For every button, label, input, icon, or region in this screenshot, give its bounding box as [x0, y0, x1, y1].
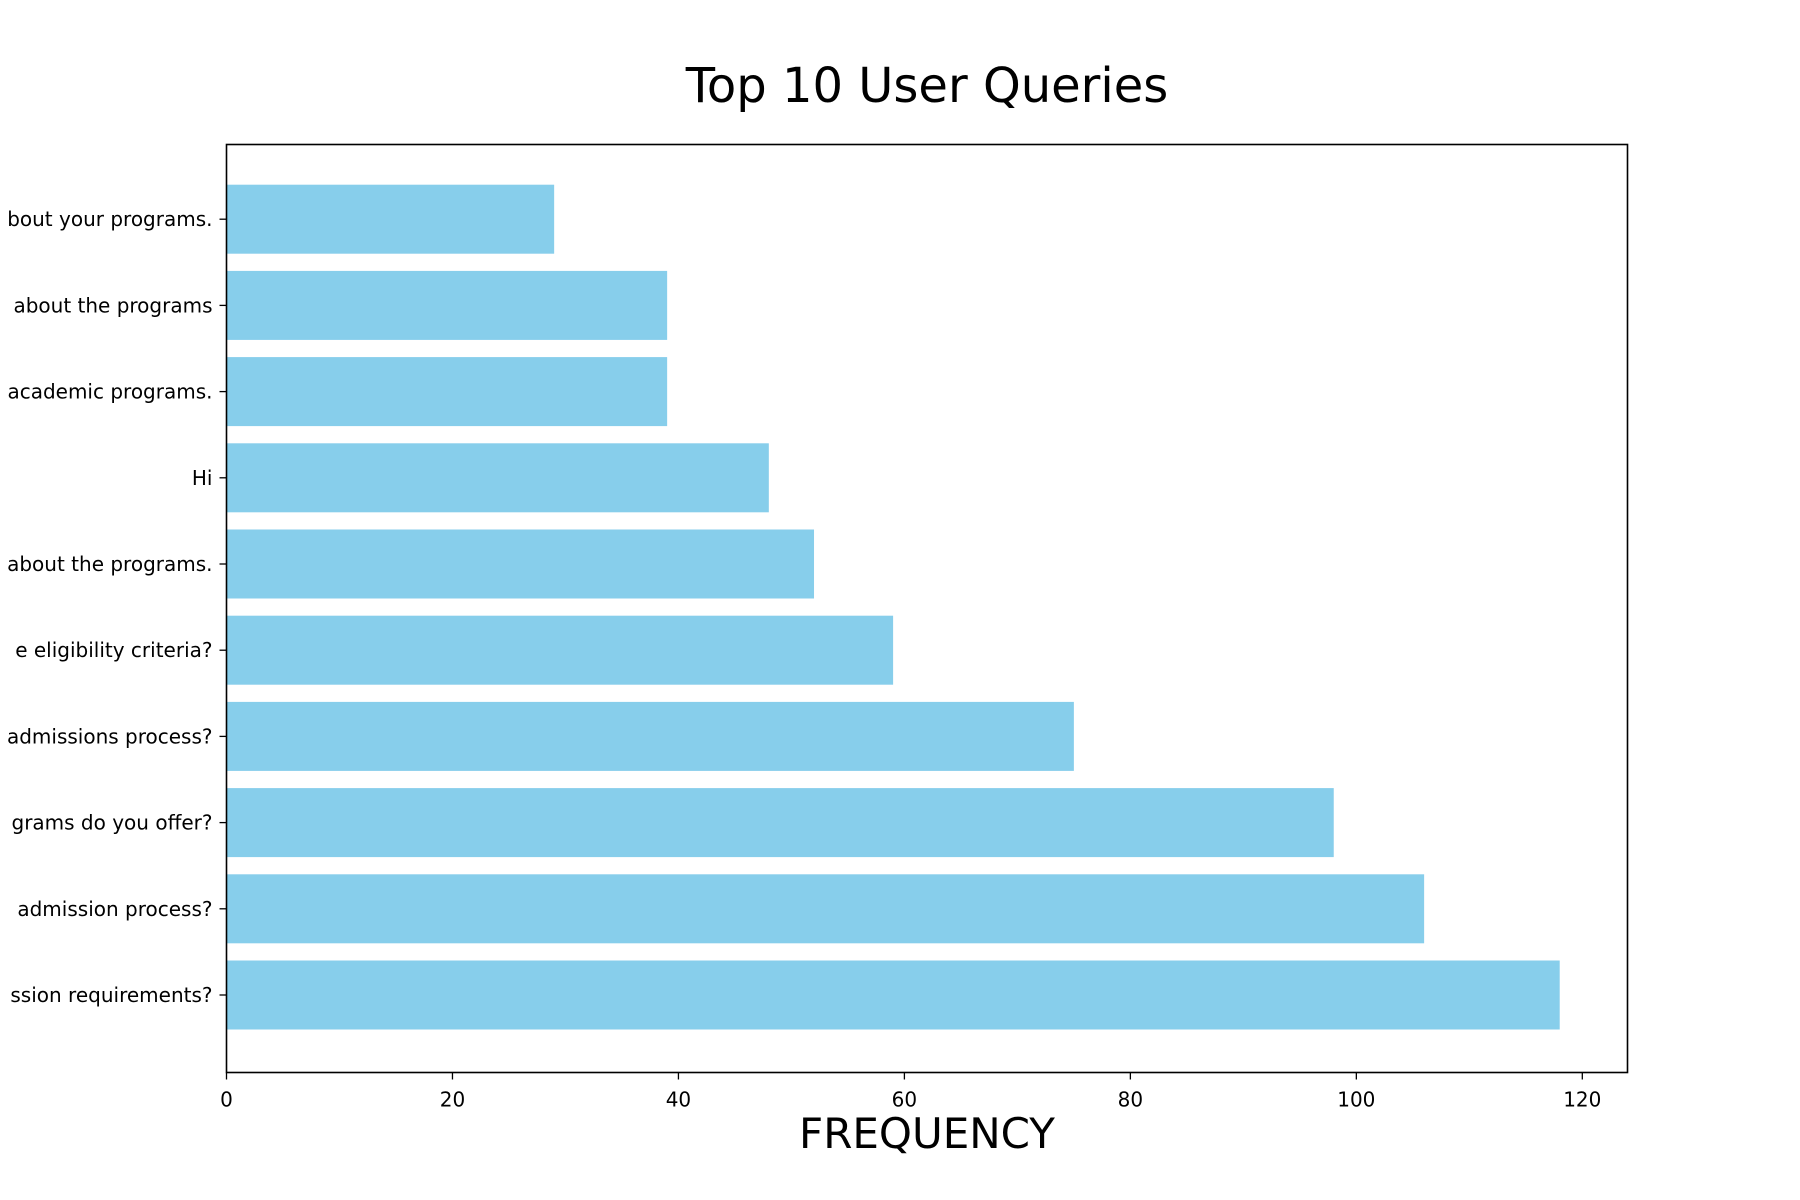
bar — [226, 615, 894, 685]
x-tick-label: 100 — [1337, 1088, 1375, 1112]
chart-title: Top 10 User Queries — [685, 58, 1169, 114]
bar — [226, 788, 1334, 858]
bar — [226, 270, 668, 340]
bar — [226, 184, 555, 254]
bar — [226, 960, 1560, 1030]
x-tick-label: 120 — [1563, 1088, 1601, 1112]
y-tick-label: bout your programs. — [7, 207, 212, 231]
bar — [226, 529, 815, 599]
y-tick-label: ssion requirements? — [10, 983, 212, 1007]
bar — [226, 874, 1425, 944]
bar — [226, 701, 1074, 771]
bar — [226, 443, 769, 513]
y-tick-label: admissions process? — [7, 724, 213, 748]
y-tick-label: about the programs — [13, 293, 212, 317]
x-tick-label: 60 — [892, 1088, 917, 1112]
x-axis: 0 20 40 60 80 100 120 — [220, 1072, 1601, 1112]
x-tick-label: 0 — [220, 1088, 233, 1112]
x-tick-label: 80 — [1118, 1088, 1143, 1112]
y-tick-label: admission process? — [17, 897, 212, 921]
y-tick-label: grams do you offer? — [12, 811, 213, 835]
bar — [226, 357, 668, 427]
y-tick-label: about the programs. — [7, 552, 212, 576]
x-tick-label: 40 — [666, 1088, 691, 1112]
y-axis: ssion requirements? admission process? gr… — [7, 207, 227, 1007]
y-tick-label: Hi — [192, 466, 213, 490]
y-tick-label: e eligibility criteria? — [15, 638, 212, 662]
y-tick-label: academic programs. — [7, 380, 212, 404]
x-axis-label: FREQUENCY — [799, 1109, 1055, 1158]
bars-layer — [226, 184, 1560, 1030]
x-tick-label: 20 — [440, 1088, 465, 1112]
plot-frame — [225, 143, 1629, 1074]
